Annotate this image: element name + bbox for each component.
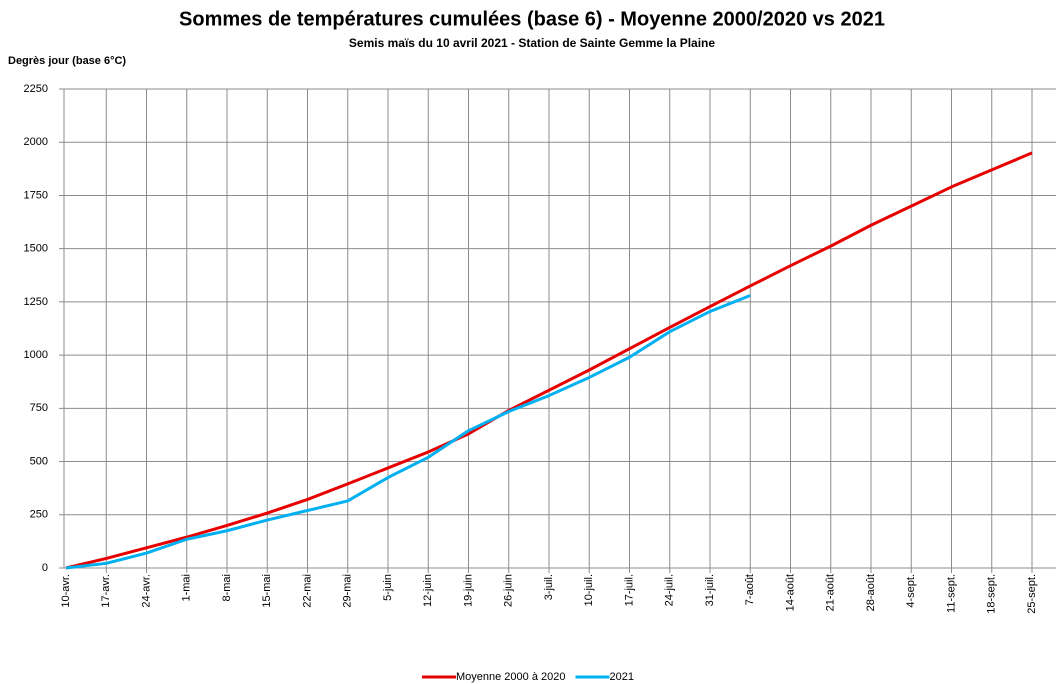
x-tick-label: 8-mai [221,574,233,602]
y-tick-label: 1000 [24,349,48,361]
y-axis-title: Degrès jour (base 6°C) [8,55,126,67]
legend-label: Moyenne 2000 à 2020 [456,671,565,683]
x-tick-label: 24-avr. [140,574,152,608]
y-tick-label: 0 [42,562,48,574]
x-tick-label: 24-juil. [664,574,676,606]
legend-label: 2021 [609,671,633,683]
x-tick-label: 25-sept. [1026,574,1038,614]
x-tick-label: 31-juil. [704,574,716,606]
x-tick-label: 10-juil. [583,574,595,606]
chart-subtitle: Semis maïs du 10 avril 2021 - Station de… [349,36,715,50]
y-tick-label: 2250 [24,83,48,95]
x-tick-label: 7-août [744,574,756,605]
y-tick-label: 1250 [24,296,48,308]
y-tick-label: 1750 [24,189,48,201]
y-tick-label: 750 [30,402,48,414]
x-tick-label: 4-sept. [905,574,917,608]
x-tick-label: 19-juin [462,574,474,607]
x-tick-label: 17-avr. [100,574,112,608]
y-tick-label: 1500 [24,243,48,255]
x-tick-label: 14-août [784,574,796,611]
y-tick-label: 2000 [24,136,48,148]
x-tick-label: 28-août [865,574,877,611]
chart-title: Sommes de températures cumulées (base 6)… [179,8,885,30]
x-tick-label: 29-mai [342,574,354,608]
x-tick-label: 15-mai [261,574,273,608]
x-tick-label: 3-juil. [543,574,555,600]
x-tick-label: 10-avr. [60,574,72,608]
x-tick-label: 21-août [825,574,837,611]
x-tick-label: 1-mai [181,574,193,602]
x-tick-label: 18-sept. [986,574,998,614]
y-tick-label: 250 [30,509,48,521]
x-tick-label: 17-juil. [623,574,635,606]
x-tick-label: 11-sept. [945,574,957,613]
x-tick-label: 5-juin [382,574,394,601]
x-tick-label: 26-juin [503,574,515,607]
y-tick-label: 500 [30,455,48,467]
data-line [65,294,751,570]
x-tick-label: 12-juin [422,574,434,607]
data-line [65,151,1033,570]
x-tick-label: 22-mai [301,574,313,608]
